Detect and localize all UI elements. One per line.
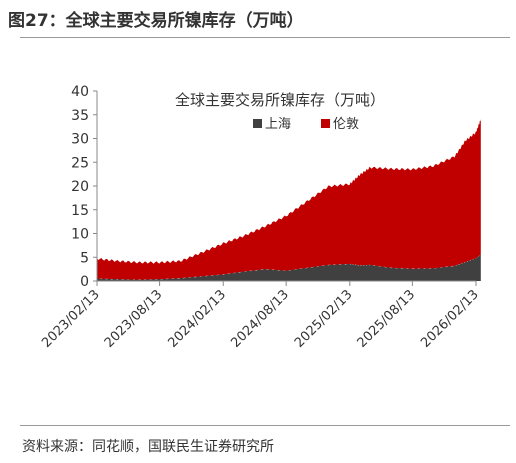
chart-title: 全球主要交易所镍库存（万吨） xyxy=(175,91,385,109)
legend-label-2: 伦敦 xyxy=(333,116,359,132)
legend-swatch-2 xyxy=(321,119,330,128)
series-area-2 xyxy=(97,119,481,280)
series-area-1 xyxy=(97,254,481,281)
y-tick-label: 15 xyxy=(71,203,89,219)
chart-legend: 上海 伦敦 xyxy=(253,116,359,132)
legend-swatch-1 xyxy=(253,119,262,128)
y-tick-label: 5 xyxy=(80,250,89,266)
y-tick-label: 10 xyxy=(71,227,89,243)
y-tick-label: 25 xyxy=(71,155,89,171)
legend-label-1: 上海 xyxy=(265,117,291,132)
figure-title: 图27：全球主要交易所镍库存（万吨） xyxy=(8,11,304,31)
y-tick-label: 0 xyxy=(80,274,89,290)
y-tick-label: 30 xyxy=(71,132,89,148)
title-divider xyxy=(20,37,510,38)
x-tick-label: 2023/08/13 xyxy=(102,287,166,351)
x-tick-label: 2025/02/13 xyxy=(292,287,356,351)
source-note: 资料来源：同花顺，国联民生证券研究所 xyxy=(22,439,274,455)
x-tick-label: 2024/08/13 xyxy=(228,287,292,351)
y-tick-label: 20 xyxy=(71,179,89,195)
y-tick-label: 35 xyxy=(71,108,89,124)
x-tick-label: 2023/02/13 xyxy=(39,287,103,351)
y-tick-label: 40 xyxy=(71,84,89,100)
area-layer xyxy=(97,119,481,281)
x-tick-label: 2026/02/13 xyxy=(418,287,482,351)
x-tick-label: 2024/02/13 xyxy=(165,287,229,351)
footer-divider xyxy=(20,425,510,426)
x-tick-label: 2025/08/13 xyxy=(355,287,419,351)
